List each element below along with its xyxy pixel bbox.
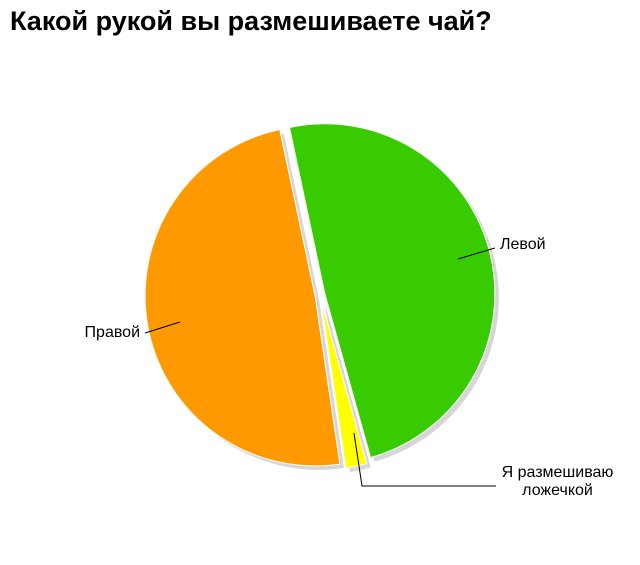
leader-line <box>144 321 181 334</box>
slice-shadow <box>325 303 371 473</box>
chart-title: Какой рукой вы размешиваете чай? <box>10 6 492 36</box>
slice <box>288 123 496 459</box>
slice-label: Я размешиваю ложечкой <box>501 464 614 499</box>
slice-label: Левой <box>500 236 546 253</box>
slice <box>144 129 341 467</box>
slice <box>320 299 368 469</box>
slice-label: Правой <box>84 324 140 341</box>
leader-line <box>353 432 496 487</box>
leader-line <box>457 247 496 260</box>
